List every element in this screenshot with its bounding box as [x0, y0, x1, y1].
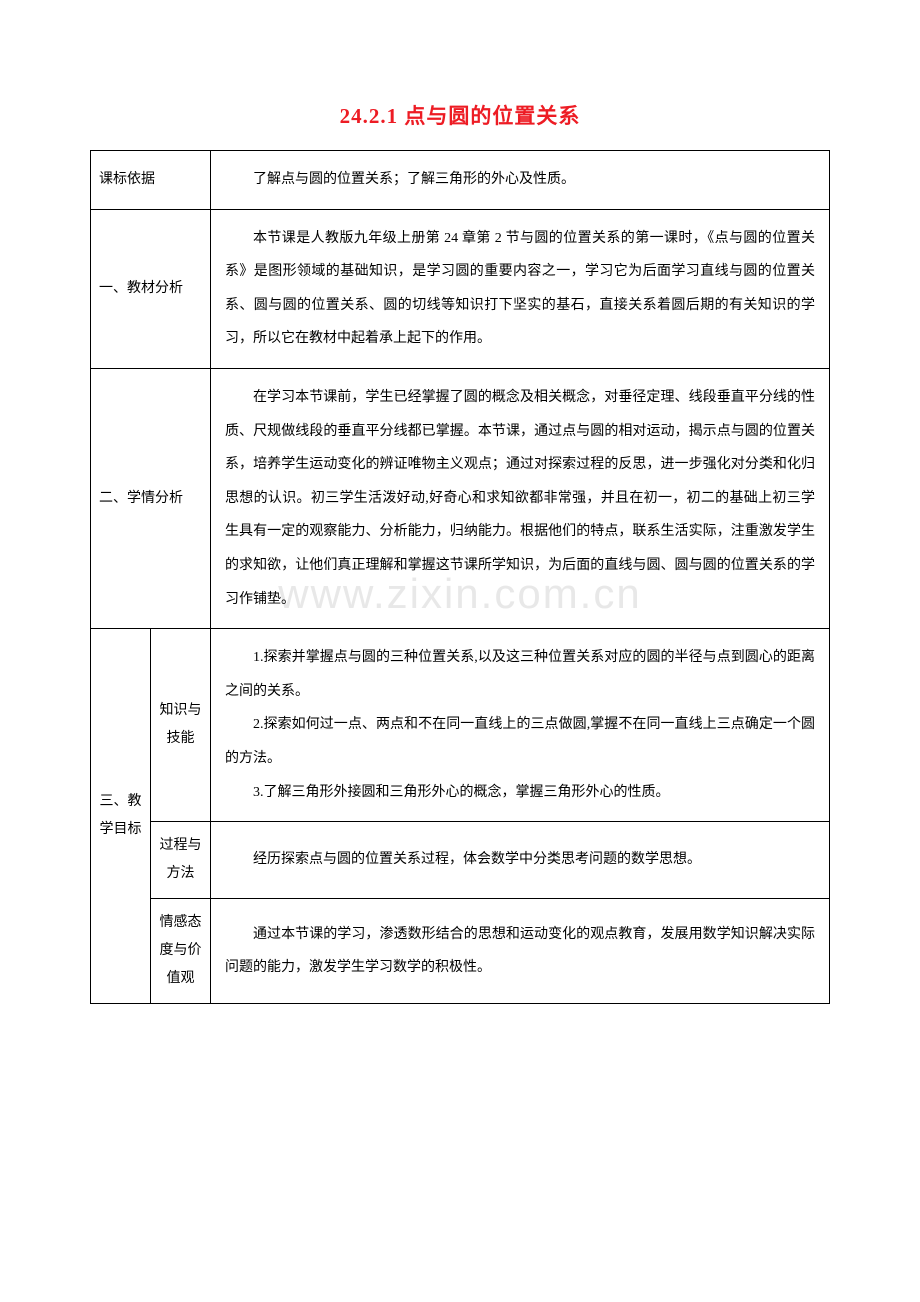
- page-title: 24.2.1 点与圆的位置关系: [90, 100, 830, 130]
- content-material: 本节课是人教版九年级上册第 24 章第 2 节与圆的位置关系的第一课时，《点与圆…: [211, 209, 830, 368]
- label-knowledge: 知识与技能: [151, 629, 211, 822]
- lesson-plan-table: 课标依据 了解点与圆的位置关系；了解三角形的外心及性质。 一、教材分析 本节课是…: [90, 150, 830, 1004]
- label-learner: 二、学情分析: [91, 368, 211, 628]
- text-knowledge-1: 1.探索并掌握点与圆的三种位置关系,以及这三种位置关系对应的圆的半径与点到圆心的…: [225, 641, 815, 708]
- text-learner: 在学习本节课前，学生已经掌握了圆的概念及相关概念，对垂径定理、线段垂直平分线的性…: [225, 381, 815, 616]
- content-process: 经历探索点与圆的位置关系过程，体会数学中分类思考问题的数学思想。: [211, 822, 830, 899]
- row-objective-process: 过程与方法 经历探索点与圆的位置关系过程，体会数学中分类思考问题的数学思想。: [91, 822, 830, 899]
- row-material: 一、教材分析 本节课是人教版九年级上册第 24 章第 2 节与圆的位置关系的第一…: [91, 209, 830, 368]
- text-process: 经历探索点与圆的位置关系过程，体会数学中分类思考问题的数学思想。: [225, 843, 815, 877]
- content-knowledge: 1.探索并掌握点与圆的三种位置关系,以及这三种位置关系对应的圆的半径与点到圆心的…: [211, 629, 830, 822]
- label-process: 过程与方法: [151, 822, 211, 899]
- label-emotion: 情感态度与价值观: [151, 899, 211, 1004]
- row-objective-emotion: 情感态度与价值观 通过本节课的学习，渗透数形结合的思想和运动变化的观点教育，发展…: [91, 899, 830, 1004]
- text-knowledge-3: 3.了解三角形外接圆和三角形外心的概念，掌握三角形外心的性质。: [225, 776, 815, 810]
- label-objectives: 三、教学目标: [91, 629, 151, 1004]
- text-knowledge-2: 2.探索如何过一点、两点和不在同一直线上的三点做圆,掌握不在同一直线上三点确定一…: [225, 708, 815, 775]
- content-standard: 了解点与圆的位置关系；了解三角形的外心及性质。: [211, 151, 830, 210]
- content-emotion: 通过本节课的学习，渗透数形结合的思想和运动变化的观点教育，发展用数学知识解决实际…: [211, 899, 830, 1004]
- label-material: 一、教材分析: [91, 209, 211, 368]
- row-learner: 二、学情分析 在学习本节课前，学生已经掌握了圆的概念及相关概念，对垂径定理、线段…: [91, 368, 830, 628]
- text-emotion: 通过本节课的学习，渗透数形结合的思想和运动变化的观点教育，发展用数学知识解决实际…: [225, 918, 815, 985]
- row-objective-knowledge: 三、教学目标 知识与技能 1.探索并掌握点与圆的三种位置关系,以及这三种位置关系…: [91, 629, 830, 822]
- row-standard: 课标依据 了解点与圆的位置关系；了解三角形的外心及性质。: [91, 151, 830, 210]
- content-learner: 在学习本节课前，学生已经掌握了圆的概念及相关概念，对垂径定理、线段垂直平分线的性…: [211, 368, 830, 628]
- text-standard: 了解点与圆的位置关系；了解三角形的外心及性质。: [225, 163, 815, 197]
- label-standard: 课标依据: [91, 151, 211, 210]
- text-material: 本节课是人教版九年级上册第 24 章第 2 节与圆的位置关系的第一课时，《点与圆…: [225, 222, 815, 356]
